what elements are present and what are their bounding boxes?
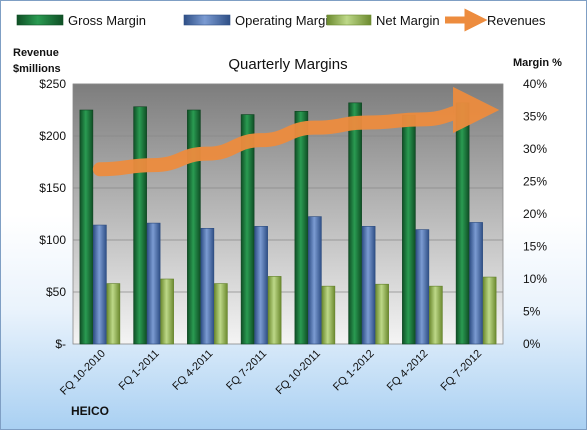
right-axis-title: Margin % — [513, 57, 562, 69]
left-axis-title-line2: $millions — [13, 63, 61, 75]
revenue-line — [92, 86, 500, 177]
right-tick-label: 5% — [523, 305, 541, 319]
x-tick-label: FQ 4-2011 — [170, 348, 215, 393]
bar-net-margin — [267, 276, 282, 345]
bar-net-margin — [106, 283, 121, 345]
bar-gross-margin — [133, 106, 147, 345]
left-tick-label: $- — [55, 337, 66, 351]
bar-gross-margin — [240, 114, 255, 345]
x-tick-label: FQ 7-2011 — [224, 348, 269, 393]
right-tick-label: 15% — [523, 240, 547, 254]
x-tick-label: FQ 1-2011 — [117, 348, 162, 393]
company-label: HEICO — [71, 404, 109, 418]
right-tick-label: 0% — [523, 337, 541, 351]
right-tick-label: 20% — [523, 207, 547, 221]
bar-operating-margin — [146, 222, 161, 345]
bar-operating-margin — [254, 226, 268, 345]
bar-operating-margin — [93, 224, 107, 345]
legend-label-net-margin: Net Margin — [376, 13, 440, 28]
x-tick-label: FQ 4-2012 — [385, 348, 431, 394]
x-tick-label: FQ 7-2012 — [439, 348, 485, 394]
x-tick-label: FQ 10-2010 — [58, 348, 108, 398]
bar-operating-margin — [469, 222, 483, 345]
bar-gross-margin — [187, 109, 201, 345]
left-axis: $- $50 $100 $150 $200 $250 — [39, 77, 66, 351]
right-tick-label: 35% — [523, 110, 547, 124]
bar-operating-margin — [200, 228, 215, 345]
bar-net-margin — [160, 278, 174, 345]
x-tick-label: FQ 10-2011 — [274, 348, 323, 397]
bar-gross-margin — [455, 102, 470, 345]
chart-title: Quarterly Margins — [228, 56, 347, 73]
bar-net-margin — [482, 276, 497, 345]
legend-label-gross-margin: Gross Margin — [68, 13, 146, 28]
left-tick-label: $250 — [39, 77, 66, 91]
x-axis: FQ 10-2010 FQ 1-2011 FQ 4-2011 FQ 7-2011 FQ … — [58, 348, 484, 398]
bar-gross-margin — [402, 114, 416, 345]
left-axis-title-line1: Revenue — [13, 47, 59, 59]
right-tick-label: 30% — [523, 142, 547, 156]
bar-net-margin — [375, 283, 389, 345]
legend: Gross Margin Operating Margin Net Margin… — [16, 8, 546, 32]
bar-gross-margin — [294, 111, 309, 345]
bar-net-margin — [321, 285, 336, 345]
legend-item-net-margin: Net Margin — [326, 13, 440, 28]
bar-gross-margin — [348, 102, 362, 345]
bar-net-margin — [214, 283, 228, 345]
right-tick-label: 25% — [523, 175, 547, 189]
legend-item-gross-margin: Gross Margin — [16, 13, 146, 28]
legend-item-operating-margin: Operating Margin — [183, 13, 335, 28]
right-tick-label: 40% — [523, 77, 547, 91]
left-tick-label: $100 — [39, 233, 66, 247]
left-tick-label: $150 — [39, 181, 66, 195]
x-tick-label: FQ 1-2012 — [331, 348, 377, 394]
bar-operating-margin — [361, 226, 376, 345]
legend-item-revenues: Revenues — [445, 8, 546, 32]
bar-gross-margin — [79, 109, 94, 345]
left-tick-label: $200 — [39, 129, 66, 143]
legend-label-operating-margin: Operating Margin — [235, 13, 335, 28]
right-tick-label: 10% — [523, 272, 547, 286]
bar-operating-margin — [415, 229, 430, 345]
right-axis: 0% 5% 10% 15% 20% 25% 30% 35% 40% — [523, 77, 547, 351]
bar-operating-margin — [308, 216, 322, 345]
bar-net-margin — [429, 285, 443, 345]
legend-label-revenues: Revenues — [487, 13, 546, 28]
revenue-series — [92, 86, 500, 177]
left-tick-label: $50 — [46, 285, 66, 299]
